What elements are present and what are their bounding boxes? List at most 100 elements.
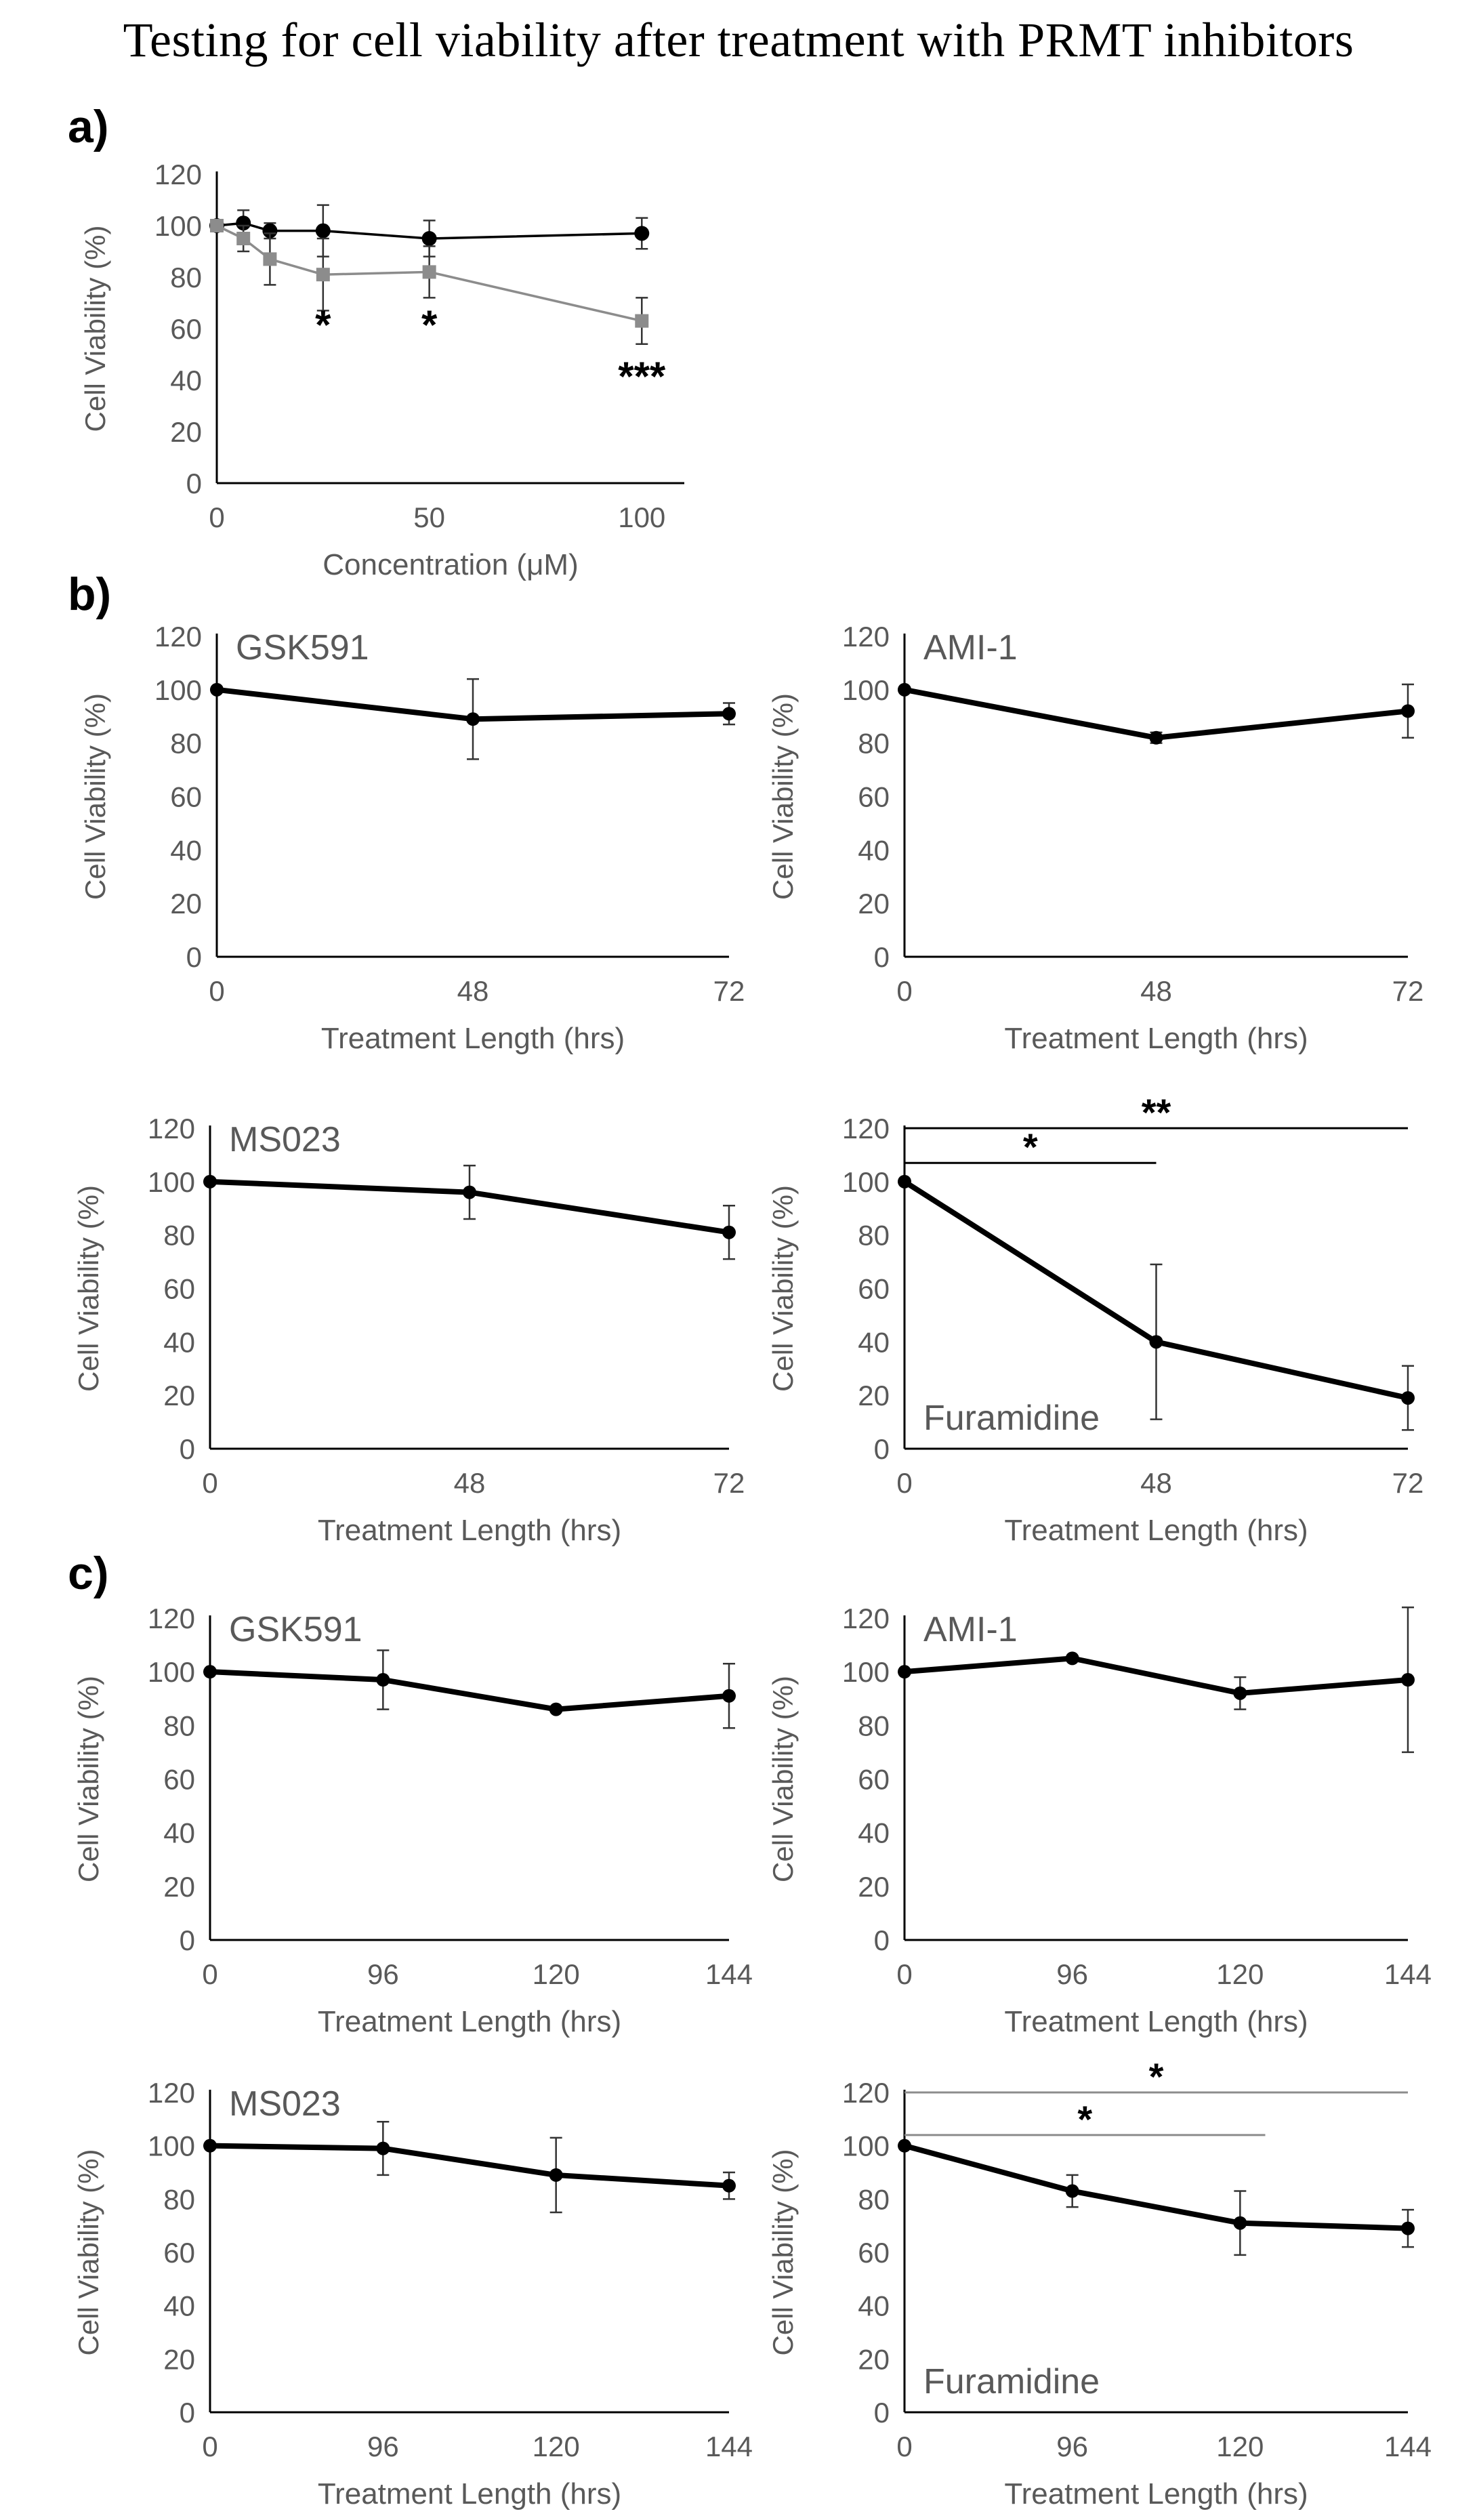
x-tick-label: 100 xyxy=(618,501,665,533)
series-line-AMI-1 xyxy=(904,686,1409,741)
y-tick-label: 60 xyxy=(170,781,202,813)
data-point xyxy=(1401,2221,1415,2235)
x-tick-label: 48 xyxy=(457,975,489,1007)
series-line-MS023 xyxy=(209,2143,730,2189)
drug-label: Furamidine xyxy=(923,2362,1100,2401)
y-tick-label: 0 xyxy=(874,2397,890,2429)
y-tick-label: 40 xyxy=(858,1817,890,1849)
drug-label: MS023 xyxy=(229,1120,341,1159)
data-point xyxy=(1065,1651,1079,1666)
drug-label: MS023 xyxy=(229,2084,341,2124)
data-point xyxy=(262,223,278,239)
y-tick-label: 80 xyxy=(163,1710,195,1741)
x-tick-label: 0 xyxy=(896,975,912,1007)
data-point xyxy=(203,2139,217,2153)
x-tick-label: 72 xyxy=(713,975,745,1007)
y-tick-label: 60 xyxy=(858,1764,890,1796)
data-point xyxy=(898,1665,911,1679)
y-tick-label: 20 xyxy=(858,1380,890,1411)
y-tick-label: 0 xyxy=(180,1433,195,1465)
data-point xyxy=(210,219,224,232)
y-tick-label: 100 xyxy=(154,210,202,242)
y-tick-label: 20 xyxy=(858,2343,890,2375)
x-tick-label: 120 xyxy=(533,2431,580,2462)
y-tick-label: 120 xyxy=(154,621,202,653)
chart-panel-c-furamidine: 0 20 40 60 80 100 120 0 96 120 144 Treatment Length… xyxy=(767,2055,1432,2511)
data-point xyxy=(463,1185,476,1199)
data-point xyxy=(635,314,649,328)
chart-panel-c-ms023: 0 20 40 60 80 100 120 0 96 120 144 Treatment Length… xyxy=(72,2077,753,2511)
y-tick-label: 0 xyxy=(180,1924,195,1956)
y-axis-title: Cell Viability (%) xyxy=(72,1185,104,1392)
y-tick-label: 0 xyxy=(874,941,890,973)
significance-label: * xyxy=(421,302,438,348)
data-point xyxy=(210,682,224,697)
x-tick-label: 120 xyxy=(533,1958,580,1990)
y-tick-label: 40 xyxy=(163,1817,195,1849)
y-tick-label: 20 xyxy=(170,416,202,448)
data-point xyxy=(1149,730,1163,745)
x-tick-label: 72 xyxy=(1392,975,1424,1007)
y-tick-label: 60 xyxy=(163,1764,195,1796)
y-tick-label: 80 xyxy=(170,728,202,760)
y-tick-label: 40 xyxy=(163,2290,195,2322)
x-tick-label: 96 xyxy=(1056,2431,1088,2462)
x-axis-title: Treatment Length (hrs) xyxy=(1004,1514,1308,1547)
data-point xyxy=(722,2178,736,2193)
data-point xyxy=(634,226,650,241)
y-tick-label: 80 xyxy=(858,1710,890,1741)
x-tick-label: 48 xyxy=(454,1467,486,1499)
drug-label: AMI-1 xyxy=(923,1610,1018,1649)
chart-panel-b-ms023: 0 20 40 60 80 100 120 0 48 72 Treatment Length (hr… xyxy=(72,1113,745,1547)
y-tick-label: 60 xyxy=(858,1273,890,1305)
data-point xyxy=(1065,2184,1079,2198)
series-line-Furamidine xyxy=(903,2143,1409,2231)
x-axis-title: Treatment Length (hrs) xyxy=(1004,1022,1308,1055)
y-tick-label: 0 xyxy=(186,468,202,499)
y-tick-label: 120 xyxy=(842,1113,890,1144)
y-axis-title: Cell Viability (%) xyxy=(767,1185,799,1392)
data-point xyxy=(549,2168,563,2182)
chart-panel-a: a) 0 20 40 60 80 100 120 0 50 100 Concentration (μM… xyxy=(68,101,684,581)
data-point xyxy=(376,2141,390,2155)
data-point xyxy=(549,1702,563,1716)
y-tick-label: 60 xyxy=(163,1273,195,1305)
y-axis-title: Cell Viability (%) xyxy=(79,226,111,432)
x-tick-label: 0 xyxy=(896,1958,912,1990)
data-point xyxy=(421,231,437,246)
y-tick-label: 20 xyxy=(163,1380,195,1411)
y-tick-label: 120 xyxy=(148,1603,195,1634)
panel-label: b) xyxy=(68,569,111,620)
y-tick-label: 100 xyxy=(842,2130,890,2162)
y-tick-label: 120 xyxy=(148,1113,195,1144)
data-point xyxy=(898,682,911,697)
x-tick-label: 120 xyxy=(1216,2431,1264,2462)
x-tick-label: 0 xyxy=(202,2431,217,2462)
data-point xyxy=(1401,1673,1415,1687)
x-tick-label: 0 xyxy=(202,1467,217,1499)
data-point xyxy=(203,1665,217,1679)
y-tick-label: 100 xyxy=(842,1166,890,1198)
y-axis-title: Cell Viability (%) xyxy=(72,1676,104,1882)
y-tick-label: 20 xyxy=(163,1871,195,1903)
x-tick-label: 0 xyxy=(896,2431,912,2462)
data-point xyxy=(236,215,251,231)
y-tick-label: 120 xyxy=(842,2077,890,2109)
significance-label: ** xyxy=(1142,1091,1171,1134)
y-tick-label: 80 xyxy=(170,262,202,293)
panel-label: c) xyxy=(68,1548,108,1599)
chart-panel-c-gsk591: c) 0 20 40 60 80 100 120 0 96 120 144 Treatment Leng… xyxy=(68,1548,753,2038)
x-axis-title: Treatment Length (hrs) xyxy=(321,1022,625,1055)
x-tick-label: 0 xyxy=(209,975,224,1007)
y-axis-title: Cell Viability (%) xyxy=(79,693,111,900)
y-tick-label: 20 xyxy=(170,888,202,920)
x-tick-label: 0 xyxy=(202,1958,217,1990)
data-point xyxy=(1149,1335,1163,1349)
x-tick-label: 96 xyxy=(367,1958,399,1990)
series-line-AMI-1 xyxy=(904,1655,1409,1696)
y-tick-label: 60 xyxy=(858,781,890,813)
data-point xyxy=(315,223,331,239)
y-axis-title: Cell Viability (%) xyxy=(767,693,799,900)
x-axis-title: Treatment Length (hrs) xyxy=(1004,2005,1308,2038)
